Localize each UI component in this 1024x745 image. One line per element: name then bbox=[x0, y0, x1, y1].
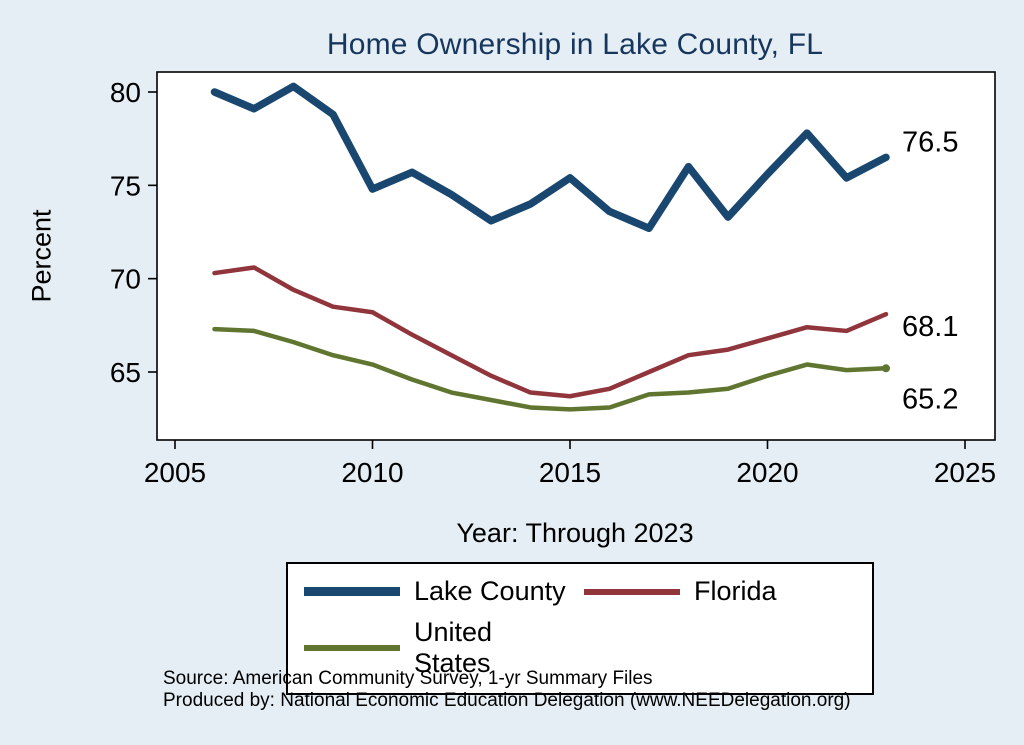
legend-label-florida: Florida bbox=[694, 576, 777, 606]
x-axis-title: Year: Through 2023 bbox=[456, 518, 694, 548]
legend-entry-lake-county: Lake County bbox=[304, 576, 576, 607]
legend-entry-florida: Florida bbox=[584, 576, 856, 607]
produced-by-line: Produced by: National Economic Education… bbox=[163, 690, 851, 712]
lake-county-line-swatch bbox=[304, 587, 400, 596]
svg-text:2010: 2010 bbox=[341, 457, 403, 488]
source-block: Source: American Community Survey, 1-yr … bbox=[163, 668, 851, 713]
svg-text:65: 65 bbox=[110, 357, 141, 388]
legend-entry-united-states: United States bbox=[304, 617, 576, 679]
svg-text:2020: 2020 bbox=[736, 457, 798, 488]
legend-label-united-states: United States bbox=[414, 617, 493, 678]
florida-line-swatch bbox=[584, 588, 680, 595]
chart-title: Home Ownership in Lake County, FL bbox=[326, 28, 824, 61]
svg-text:75: 75 bbox=[110, 170, 141, 201]
svg-text:2025: 2025 bbox=[934, 457, 996, 488]
svg-text:68.1: 68.1 bbox=[902, 311, 958, 343]
svg-text:70: 70 bbox=[110, 264, 141, 295]
legend: Lake County Florida United States bbox=[286, 562, 874, 695]
svg-text:76.5: 76.5 bbox=[902, 126, 958, 158]
y-axis-title: Percent bbox=[26, 209, 57, 303]
source-line: Source: American Community Survey, 1-yr … bbox=[163, 668, 653, 689]
svg-text:2015: 2015 bbox=[539, 457, 601, 488]
legend-label-lake-county: Lake County bbox=[414, 576, 566, 606]
svg-text:80: 80 bbox=[110, 77, 141, 108]
svg-text:65.2: 65.2 bbox=[902, 383, 958, 415]
united-states-line-swatch bbox=[304, 645, 400, 651]
svg-text:2005: 2005 bbox=[144, 457, 206, 488]
